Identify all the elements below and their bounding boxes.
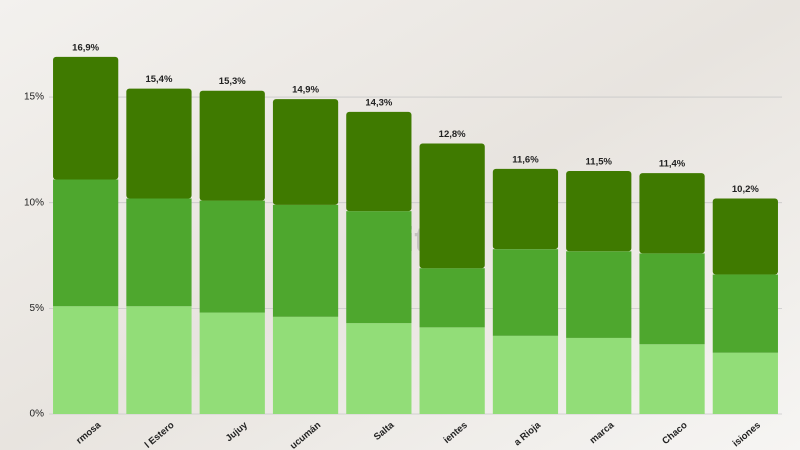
bar-segment	[126, 198, 192, 307]
total-label: 10,2%	[732, 184, 759, 195]
total-label: 14,3%	[365, 97, 392, 108]
bar-segment	[199, 200, 265, 313]
bar-segment	[272, 316, 339, 414]
total-label: 11,5%	[586, 157, 613, 168]
bar-segment	[492, 249, 559, 336]
y-tick-label: 15%	[24, 92, 44, 103]
total-label: 16,9%	[72, 42, 99, 53]
y-tick-label: 5%	[30, 303, 45, 314]
bar-segment	[419, 268, 485, 328]
bar-segment	[639, 253, 705, 345]
bar-segment	[53, 306, 119, 414]
total-label: 14,9%	[292, 85, 319, 96]
total-label: 11,4%	[659, 159, 686, 170]
total-label: 12,8%	[439, 129, 466, 140]
bar-segment	[419, 327, 485, 414]
bar-segment	[346, 111, 412, 212]
bar-segment	[492, 335, 559, 414]
bar-segment	[566, 337, 632, 414]
bar-segment	[639, 344, 705, 414]
bar-segment	[272, 99, 339, 205]
bar-segment	[346, 211, 412, 324]
bar-segment	[126, 306, 192, 414]
total-label: 15,3%	[219, 76, 246, 87]
bar-segment	[126, 88, 192, 199]
bar-segment	[53, 56, 119, 180]
total-label: 15,4%	[145, 74, 172, 85]
bar-segment	[199, 312, 265, 414]
bar-segment	[419, 143, 485, 269]
y-tick-label: 10%	[24, 197, 44, 208]
bar-segment	[53, 179, 119, 307]
bar-segment	[566, 251, 632, 338]
total-label: 11,6%	[512, 154, 539, 165]
bar-segment	[566, 171, 632, 252]
bar-segment	[639, 173, 705, 254]
bar-segment	[199, 90, 265, 201]
bar-segment	[272, 204, 339, 317]
bar-segment	[492, 168, 559, 250]
bar-segment	[712, 352, 778, 414]
y-tick-label: 0%	[30, 409, 45, 420]
bar-segment	[712, 198, 778, 275]
bar-segment	[346, 323, 412, 414]
bar-segment	[712, 274, 778, 353]
